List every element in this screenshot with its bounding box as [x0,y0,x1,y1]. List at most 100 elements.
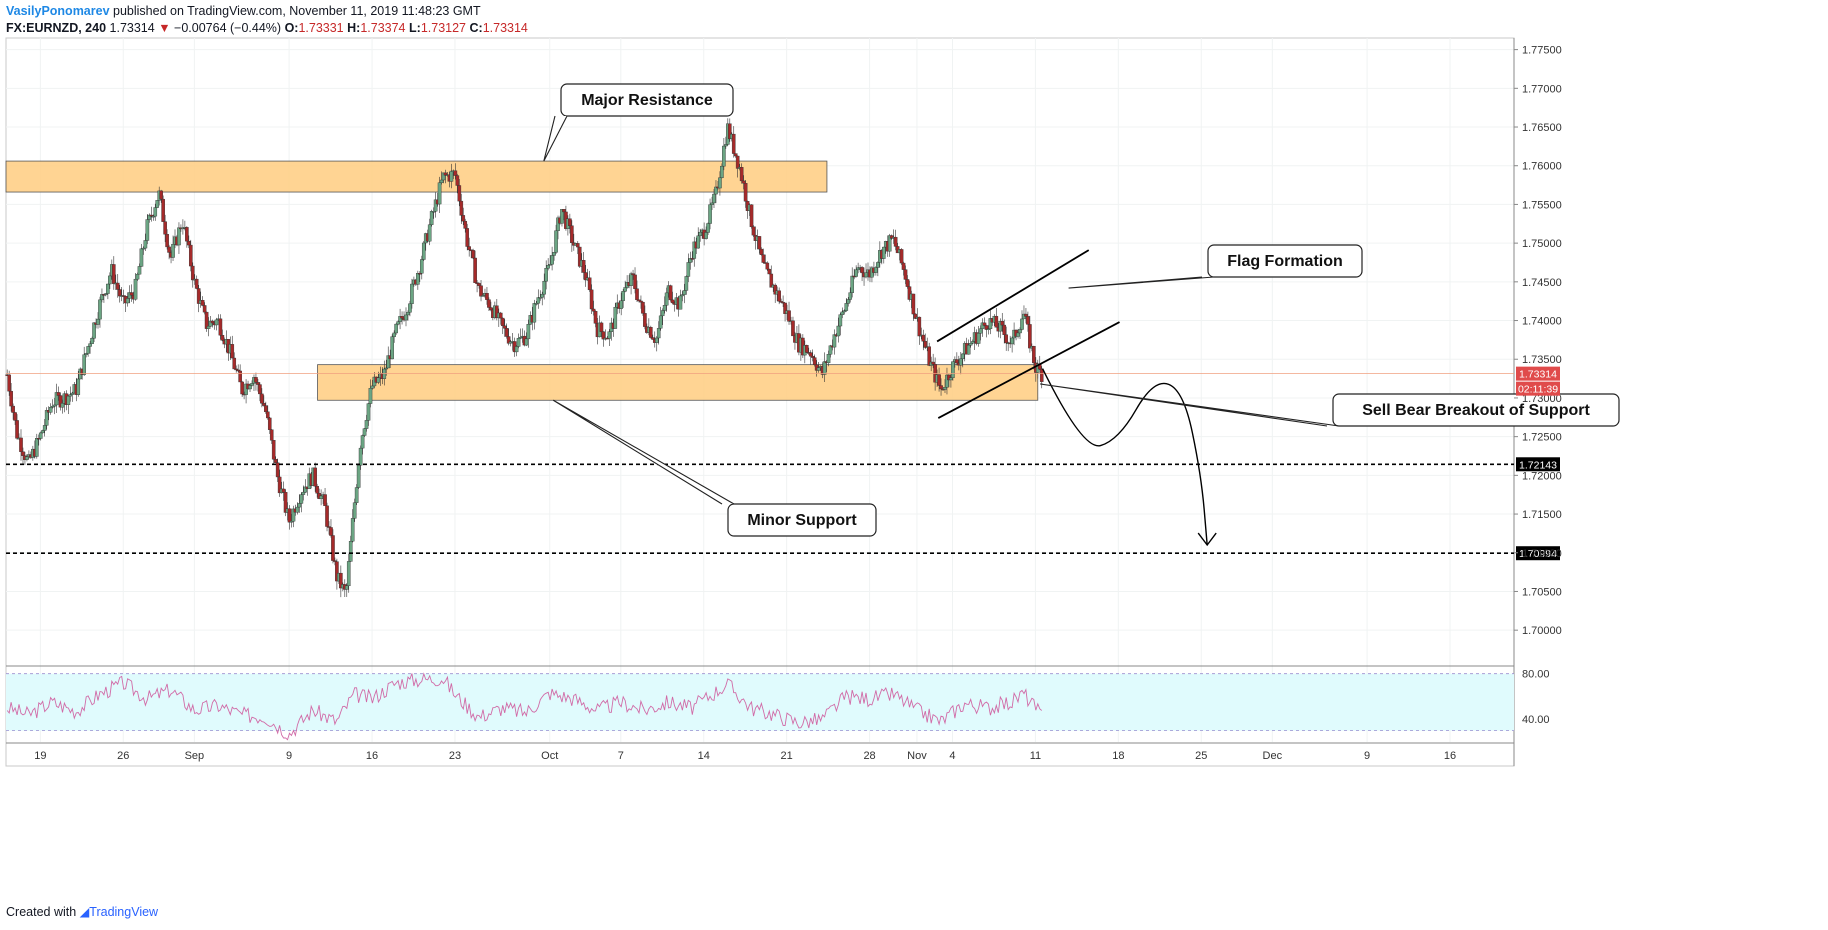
candle-body [96,318,100,325]
time-tick-label: 28 [863,750,875,762]
candle [1004,326,1009,351]
candle-body [759,248,764,255]
candle-body [258,384,262,395]
candle-body [546,265,550,269]
candle [15,414,19,440]
author-link[interactable]: VasilyPonomarev [6,4,110,18]
candle [504,323,509,339]
candle [848,287,853,303]
publish-info: published on TradingView.com, November 1… [113,4,481,18]
candle [540,291,545,306]
candle-body [352,502,357,519]
candle-body [516,338,521,347]
candle [303,479,308,494]
candle [200,296,205,307]
candle-body [781,301,785,304]
candle [127,285,132,304]
price-tick-label: 1.76000 [1522,161,1562,173]
candle [368,379,373,408]
candle [619,292,624,316]
candle [461,207,466,226]
candle-body [92,322,96,339]
candle-body [287,508,292,523]
candle [514,345,519,357]
candle [828,344,833,358]
candle-body [498,312,503,319]
candle-body [155,200,160,208]
candle-body [331,535,335,561]
candle-body [749,204,754,228]
candle [958,351,963,375]
tradingview-brand[interactable]: TradingView [89,905,159,919]
candle [532,299,537,330]
candle [489,301,493,312]
candle-body [741,180,746,184]
candle [104,292,108,297]
open-label: O: [284,21,299,35]
candle-body [712,193,716,204]
candle-body [949,377,953,381]
candle-body [262,403,266,406]
candle [42,419,47,437]
candle-body [370,385,375,389]
flag-formation-label: Flag Formation [1068,244,1363,289]
candle-body [260,393,264,404]
candle-body [419,259,424,274]
candle [718,171,722,196]
candle-body [455,175,460,186]
candle [966,339,971,355]
candle-body [986,328,991,331]
candle [787,301,791,325]
candle [826,350,831,367]
level-badge-bg [1516,457,1560,472]
candle-body [11,405,15,413]
candle [686,253,691,283]
candle [690,251,695,263]
candle-body [21,451,25,456]
footer: Created with ◢TradingView [6,904,158,919]
candle [163,214,167,243]
candle-body [583,272,588,281]
candle [552,252,556,261]
candle [812,354,817,367]
candle [810,349,815,362]
candle-body [903,269,908,280]
candle-body [325,505,329,527]
candle [98,296,102,328]
candle-body [684,276,689,291]
candle-body [315,485,319,494]
candle-body [236,369,240,372]
candle-body [185,227,189,242]
candle-body [234,368,239,371]
candle-body [1020,318,1024,330]
candle [467,237,471,257]
candle [960,353,965,368]
candle [899,248,904,266]
candle [204,311,209,332]
candle-body [141,247,146,250]
candle [439,171,444,185]
candle-body [88,343,92,347]
candle-body [587,277,592,291]
candle [633,267,637,294]
symbol-label[interactable]: FX:EURNZD, 240 [6,21,107,35]
candle-body [125,298,130,304]
candle-body [623,287,627,292]
candle-body [658,315,663,329]
candle [100,288,104,303]
candle [1020,310,1024,331]
candle-body [538,297,543,299]
candle [980,318,985,337]
tradingview-logo-icon[interactable]: ◢ [79,905,90,919]
countdown-badge-bg [1516,381,1560,396]
candle-body [421,242,426,260]
time-tick-label: 18 [1112,750,1124,762]
candle [548,255,552,266]
time-tick-label: 26 [117,750,129,762]
candle [727,118,732,142]
candle-body [418,273,422,275]
candle [396,320,400,326]
candle-body [887,235,892,252]
last-price: 1.73314 [109,21,155,35]
